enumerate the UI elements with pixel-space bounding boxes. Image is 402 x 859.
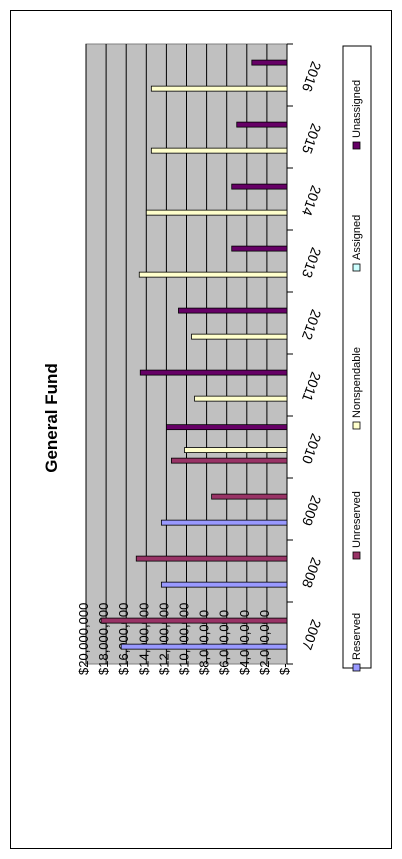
bar-unassigned-2010 bbox=[165, 424, 288, 431]
category-label: 2007 bbox=[299, 617, 325, 652]
value-tick-label: $4,000,000 bbox=[237, 610, 252, 675]
bar-unreserved-2009 bbox=[211, 493, 288, 500]
bar-reserved-2007 bbox=[120, 643, 288, 650]
value-tick-label: $12,000,000 bbox=[156, 603, 171, 675]
bar-nonspendable-2014 bbox=[145, 209, 288, 216]
legend-swatch-unassigned bbox=[352, 141, 361, 150]
bar-unassigned-2011 bbox=[139, 369, 288, 376]
bar-nonspendable-2016 bbox=[150, 85, 288, 92]
category-label: 2013 bbox=[299, 245, 325, 280]
bar-nonspendable-2013 bbox=[138, 271, 288, 278]
category-label: 2011 bbox=[299, 370, 324, 404]
bar-unreserved-2010 bbox=[171, 457, 288, 464]
bar-unassigned-2013 bbox=[231, 245, 288, 252]
legend-label-unassigned: Unassigned bbox=[351, 80, 363, 138]
legend-swatch-reserved bbox=[352, 663, 361, 672]
category-label: 2014 bbox=[299, 183, 325, 218]
bar-nonspendable-2012 bbox=[191, 333, 288, 340]
value-tick-label: $14,000,000 bbox=[136, 603, 151, 675]
legend-swatch-unreserved bbox=[352, 551, 361, 560]
legend-label-assigned: Assigned bbox=[351, 215, 363, 260]
value-tick-label: $18,000,000 bbox=[96, 603, 111, 675]
bar-unassigned-2012 bbox=[178, 307, 288, 314]
bar-nonspendable-2010 bbox=[184, 447, 288, 454]
value-tick-label: $6,000,000 bbox=[217, 610, 232, 675]
value-tick-label: $2,000,000 bbox=[257, 610, 272, 675]
value-tick-label: $16,000,000 bbox=[116, 603, 131, 675]
bar-reserved-2009 bbox=[160, 519, 288, 526]
bar-unassigned-2015 bbox=[236, 121, 288, 128]
value-tick-label: $20,000,000 bbox=[76, 603, 91, 675]
bar-nonspendable-2011 bbox=[194, 395, 288, 402]
category-label: 2008 bbox=[299, 555, 325, 590]
value-tick-label: $8,000,000 bbox=[197, 610, 212, 675]
category-label: 2015 bbox=[299, 121, 325, 156]
chart-frame: 2007 2008 2009 2010 2011 2012 2013 2014 2015 2016… bbox=[10, 10, 392, 849]
category-label: 2016 bbox=[299, 59, 325, 94]
bar-reserved-2008 bbox=[160, 581, 288, 588]
legend-label-unreserved: Unreserved bbox=[351, 491, 363, 548]
legend-label-reserved: Reserved bbox=[351, 613, 363, 660]
value-tick-label: $- bbox=[277, 663, 292, 675]
legend-label-nonspendable: Nonspendable bbox=[351, 347, 363, 418]
legend bbox=[342, 45, 372, 669]
bar-unassigned-2014 bbox=[231, 183, 288, 190]
general-fund-chart: 2007 2008 2009 2010 2011 2012 2013 2014 2015 2016… bbox=[42, 43, 372, 675]
value-tick-label: $10,000,000 bbox=[177, 603, 192, 675]
category-label: 2009 bbox=[299, 493, 325, 528]
category-label: 2010 bbox=[299, 431, 325, 466]
legend-swatch-assigned bbox=[352, 263, 361, 272]
bar-unreserved-2008 bbox=[135, 555, 288, 562]
bar-unreserved-2007 bbox=[100, 617, 288, 624]
chart-title: General Fund bbox=[42, 363, 61, 473]
bar-unassigned-2016 bbox=[251, 59, 288, 66]
legend-swatch-nonspendable bbox=[352, 421, 361, 430]
category-label: 2012 bbox=[299, 307, 325, 342]
bar-nonspendable-2015 bbox=[150, 147, 288, 154]
